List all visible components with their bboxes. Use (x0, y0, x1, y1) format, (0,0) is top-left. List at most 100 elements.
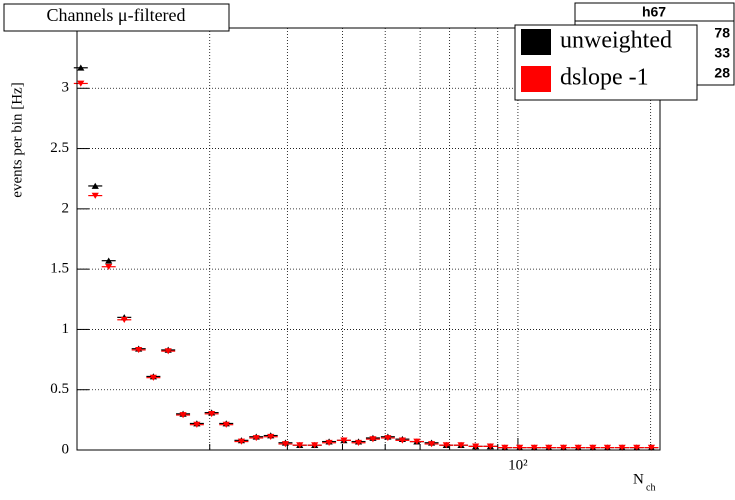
marker (120, 316, 128, 324)
data-point (322, 439, 337, 447)
marker (149, 374, 157, 381)
marker (77, 64, 85, 71)
marker (105, 263, 113, 270)
data-point (176, 412, 191, 419)
marker (559, 444, 568, 451)
marker (457, 442, 465, 449)
marker (589, 444, 597, 451)
data-point (101, 263, 116, 270)
data-point (629, 444, 644, 451)
marker (647, 444, 656, 451)
marker (618, 444, 626, 451)
marker (603, 444, 612, 451)
marker (91, 182, 99, 189)
data-point (263, 433, 278, 440)
marker (281, 441, 290, 448)
data-point (395, 437, 410, 444)
data-point (424, 441, 439, 448)
data-point (365, 436, 380, 443)
data-point (468, 443, 483, 450)
y-tick-label: 3 (62, 80, 70, 96)
data-point (483, 443, 498, 450)
marker (105, 257, 113, 264)
y-tick-label: 2.5 (50, 140, 69, 156)
data-point (189, 421, 204, 428)
marker (237, 438, 246, 445)
title-box (3, 3, 230, 32)
data-point (512, 444, 527, 451)
data-point (117, 316, 132, 324)
marker (340, 437, 348, 444)
data-point (351, 439, 366, 447)
legend-label: dslope -1 (560, 65, 649, 91)
marker (369, 436, 377, 443)
marker (354, 439, 363, 447)
marker (267, 433, 275, 440)
y-tick-label: 0.5 (50, 381, 69, 397)
stats-value: 28 (714, 65, 730, 81)
marker (530, 444, 538, 451)
data-point (644, 444, 659, 451)
data-point (497, 444, 512, 451)
marker (208, 410, 216, 418)
data-point (204, 410, 219, 418)
data-point (73, 64, 88, 71)
data-point (88, 182, 103, 189)
data-point (454, 442, 469, 449)
x-tick-label: 10² (508, 457, 528, 473)
stats-title: h67 (642, 4, 666, 20)
marker (516, 444, 524, 451)
data-point (146, 374, 161, 381)
marker (442, 442, 450, 449)
frame (76, 27, 661, 451)
marker (633, 444, 641, 451)
data-point (380, 435, 395, 442)
data-point (292, 442, 307, 449)
marker (325, 439, 333, 447)
marker (193, 421, 201, 428)
data-point (571, 444, 586, 451)
y-tick-label: 1 (62, 321, 70, 337)
data-point (600, 444, 615, 451)
data-point (101, 257, 116, 264)
y-axis-label: events per bin [Hz] (9, 82, 25, 197)
data-point (615, 444, 630, 451)
legend-swatch (521, 29, 551, 55)
data-point (307, 442, 322, 449)
data-point (409, 438, 424, 445)
marker (135, 347, 143, 354)
data-point (556, 444, 571, 451)
data-point (527, 444, 542, 451)
marker (472, 443, 480, 450)
x-axis-label: N (633, 471, 644, 487)
legend-label: unweighted (560, 28, 672, 54)
data-point (249, 435, 264, 442)
marker (427, 441, 436, 448)
data-point (585, 444, 600, 451)
marker (574, 444, 582, 451)
marker (252, 435, 260, 442)
marker (77, 80, 85, 87)
legend: unweighted dslope -1 (514, 24, 698, 101)
x-axis-label-sub: ch (646, 482, 655, 493)
marker (222, 421, 230, 428)
marker (296, 442, 304, 449)
data-point (234, 438, 249, 445)
stats-value: 33 (714, 45, 730, 61)
legend-swatch (521, 66, 551, 92)
marker (384, 435, 392, 442)
y-tick-label: 1.5 (50, 261, 69, 277)
data-point (439, 442, 454, 449)
data-point (336, 437, 351, 444)
chart-title: Channels μ-filtered (46, 5, 185, 25)
y-tick-label: 2 (62, 200, 70, 216)
marker (398, 437, 406, 444)
data-point (73, 80, 88, 87)
marker (486, 443, 494, 450)
y-tick-label: 0 (62, 441, 70, 457)
plot-area: 0 0.5 1 1.5 2 2.5 3 10² (50, 28, 660, 473)
marker (164, 348, 172, 355)
marker (311, 442, 319, 449)
marker (545, 444, 553, 451)
